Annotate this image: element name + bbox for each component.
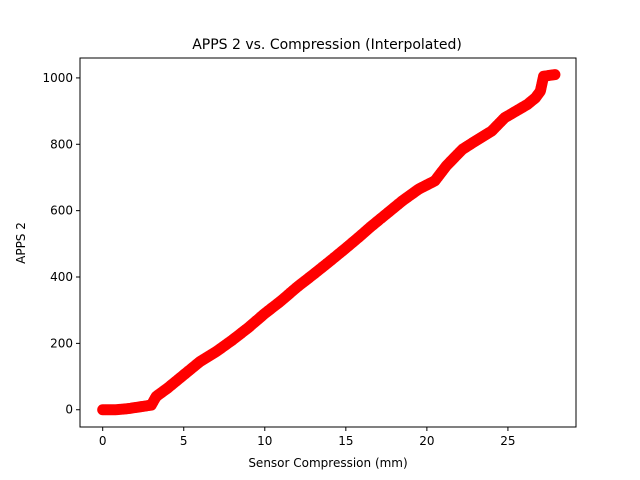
data-points — [97, 69, 561, 416]
x-tick-label: 0 — [99, 434, 107, 448]
y-tick-label: 600 — [50, 204, 73, 218]
x-tick-label: 20 — [419, 434, 434, 448]
y-tick-label: 1000 — [42, 71, 73, 85]
x-tick-label: 5 — [180, 434, 188, 448]
x-tick-label: 15 — [338, 434, 353, 448]
x-tick-label: 10 — [257, 434, 272, 448]
y-tick-label: 200 — [50, 336, 73, 350]
x-axis-label: Sensor Compression (mm) — [248, 456, 407, 470]
axes-frame — [79, 57, 577, 428]
y-axis-ticks: 0 200 400 600 800 1000 — [42, 71, 80, 417]
y-tick-label: 400 — [50, 270, 73, 284]
y-tick-label: 0 — [65, 403, 73, 417]
y-axis-label: APPS 2 — [14, 222, 28, 264]
x-axis-ticks: 0 5 10 15 20 25 — [99, 427, 516, 448]
x-tick-label: 25 — [500, 434, 515, 448]
y-tick-label: 800 — [50, 137, 73, 151]
data-point — [549, 69, 561, 81]
chart-title: APPS 2 vs. Compression (Interpolated) — [192, 37, 462, 53]
